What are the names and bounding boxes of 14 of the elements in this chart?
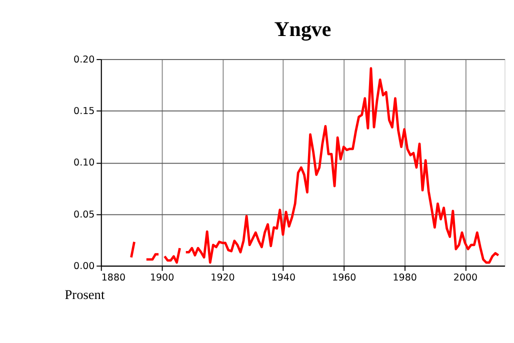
chart-title: Yngve	[274, 17, 332, 42]
y-tick-label: 0.05	[74, 209, 95, 220]
text: Prosent	[64, 286, 105, 302]
y-tick-label: 0.10	[74, 158, 95, 169]
x-tick-label: 1900	[150, 272, 174, 284]
x-tick-label: 1980	[392, 272, 417, 284]
y-tick-label: 0.20	[74, 54, 95, 66]
x-tick-label: 2000	[453, 272, 478, 284]
x-tick-label: 1920	[210, 272, 235, 284]
y-tick-label: 0.15	[74, 106, 95, 118]
y-tick-label: 0.00	[74, 260, 95, 272]
x-tick-label: 1960	[332, 272, 356, 284]
x-tick-label: 1880	[101, 272, 126, 284]
x-tick-label: 1940	[271, 272, 296, 284]
